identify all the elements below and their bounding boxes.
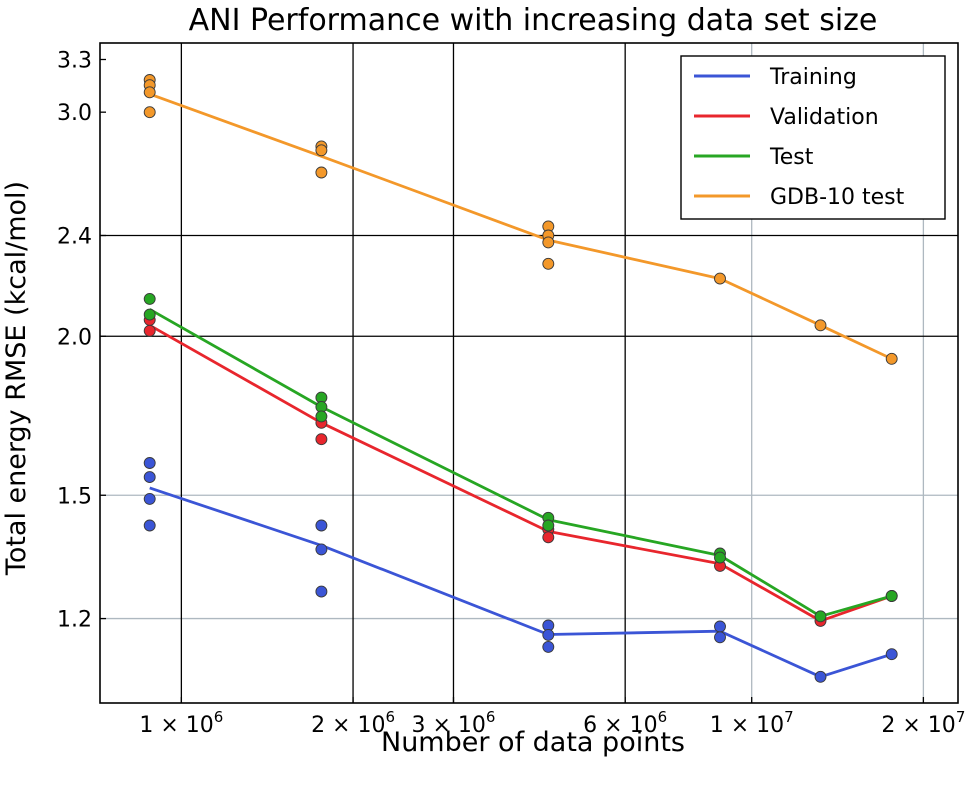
data-point-gdb-10-test [315,166,328,179]
legend-label: GDB-10 test [770,185,905,210]
x-tick-label: 2 × 106 [311,708,395,738]
series-lines [149,92,893,679]
x-tick-label: 1 × 106 [139,708,223,738]
y-ticks: 1.2 1.5 2.0 2.4 3.0 3.3 [57,48,106,633]
data-point-training [143,519,156,532]
x-tick-base: 2 × 10 [881,713,955,738]
y-tick-label: 3.0 [57,101,92,126]
y-tick-label: 1.2 [57,608,92,633]
data-point-gdb-10-test [814,319,827,332]
data-point-test [143,292,156,305]
data-point-training [315,543,328,556]
y-tick-label: 1.5 [57,484,92,509]
data-point-test [315,410,328,423]
data-point-gdb-10-test [542,236,555,249]
x-tick-label: 2 × 107 [881,708,965,738]
data-point-gdb-10-test [315,144,328,157]
x-tick-exponent: 7 [784,708,794,726]
legend-label: Training [769,65,857,90]
y-tick-label: 2.0 [57,325,92,350]
plot-frame [99,42,959,704]
x-tick-base: 6 × 10 [583,713,657,738]
x-tick-base: 1 × 10 [139,713,213,738]
x-tick-base: 3 × 10 [411,713,485,738]
x-tick-exponent: 6 [658,708,668,726]
data-point-training [143,457,156,469]
y-axis-label: Total energy RMSE (kcal/mol) [1,181,32,576]
x-tick-exponent: 6 [385,708,395,726]
data-point-training [315,519,328,532]
data-point-gdb-10-test [714,272,726,285]
y-tick-label: 2.4 [57,224,92,249]
data-point-training [714,631,726,644]
data-point-training [814,670,827,683]
series-points [143,74,898,683]
data-point-training [714,620,726,633]
x-tick-label: 1 × 107 [710,708,794,738]
data-point-validation [542,531,555,544]
x-axis-label: Number of data points [381,727,685,758]
data-point-gdb-10-test [143,86,156,99]
data-point-test [714,551,726,564]
series-line-test [149,308,893,618]
x-tick-label: 3 × 106 [411,708,495,738]
y-tick-label: 3.3 [57,48,92,73]
chart-title: ANI Performance with increasing data set… [189,3,878,38]
legend-label: Validation [770,105,879,130]
x-tick-exponent: 7 [956,708,966,726]
x-tick-label: 6 × 106 [583,708,667,738]
data-point-training [885,648,898,661]
x-tick-exponent: 6 [214,708,224,726]
data-point-test [814,610,827,623]
legend-label: Test [769,145,814,170]
series-line-validation [149,324,893,623]
x-tick-base: 2 × 10 [311,713,385,738]
data-point-training [143,471,156,484]
series-line-training [149,486,893,679]
data-point-test [143,308,156,321]
data-point-test [885,590,898,602]
data-point-gdb-10-test [143,106,156,119]
data-point-training [542,628,555,641]
legend: Training Validation Test GDB-10 test [680,55,946,220]
x-ticks: 1 × 106 2 × 106 3 × 106 6 × 106 1 × 107 2 × 1… [139,697,965,738]
data-point-gdb-10-test [885,352,898,365]
data-point-training [315,585,328,598]
data-point-training [542,640,555,653]
data-point-validation [315,433,328,446]
x-tick-base: 1 × 10 [710,713,784,738]
data-point-test [542,519,555,532]
x-tick-exponent: 6 [486,708,496,726]
legend-box [680,55,946,220]
data-point-training [143,492,156,505]
data-point-gdb-10-test [542,257,555,270]
series-line-gdb-10-test [149,92,893,361]
data-point-validation [143,324,156,337]
